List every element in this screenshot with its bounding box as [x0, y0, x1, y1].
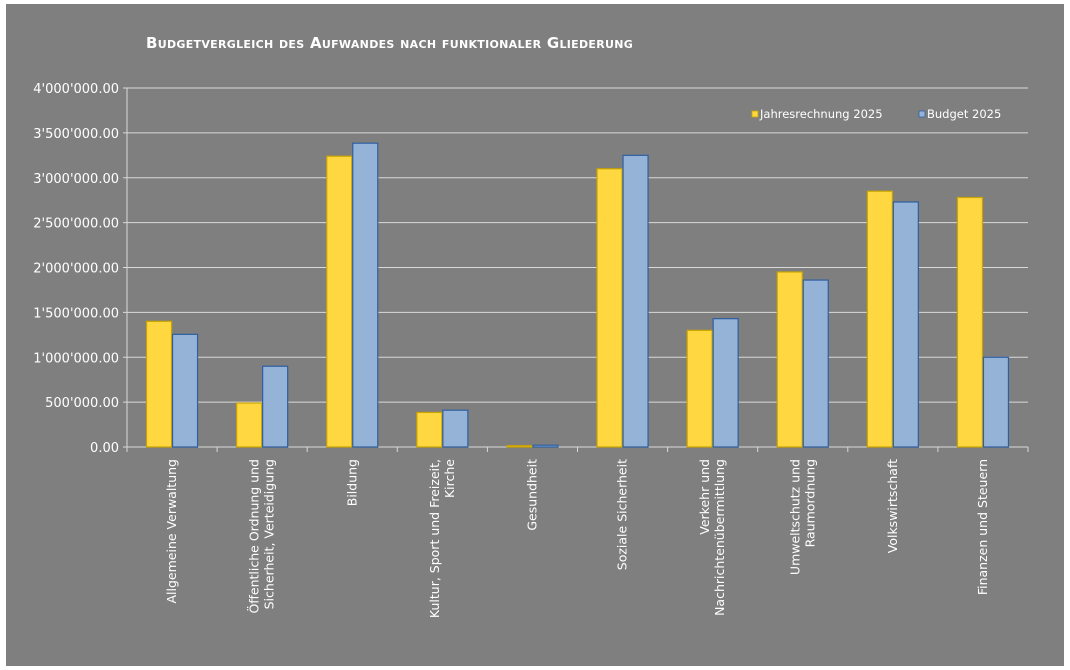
bar-budget-2025: [892, 201, 919, 448]
y-tick-label: 500'000.00: [45, 396, 119, 411]
x-category-label: Bildung: [344, 459, 359, 506]
bar-budget-2025: [442, 409, 469, 448]
bar-jahresrechnung-2025: [326, 155, 353, 448]
chart-title: Budgetvergleich des Aufwandes nach funkt…: [146, 34, 634, 52]
bar-budget-2025: [532, 444, 559, 448]
bar-chart: 0.00 500'000.00 1'000'000.00 1'500'000.00 2'…: [33, 82, 1029, 618]
legend-label-budget: Budget 2025: [927, 107, 1001, 121]
x-category-label: Kirche: [442, 459, 457, 498]
bar-jahresrechnung-2025: [686, 329, 713, 448]
legend-label-jahresrechnung: Jahresrechnung 2025: [759, 107, 883, 121]
bar-jahresrechnung-2025: [596, 168, 623, 448]
bar-budget-2025: [262, 365, 289, 448]
x-category-label: Sicherheit, Verteidigung: [262, 459, 277, 609]
legend-swatch-jahresrechnung: [751, 110, 759, 118]
y-tick-label: 4'000'000.00: [33, 82, 119, 97]
bar-budget-2025: [712, 318, 739, 448]
bar-budget-2025: [171, 333, 199, 448]
x-category-label: Soziale Sicherheit: [615, 459, 630, 570]
x-category-label: Finanzen und Steuern: [975, 459, 990, 595]
chart-area: Budgetvergleich des Aufwandes nach funkt…: [6, 4, 1064, 666]
x-category-label: Verkehr und: [697, 459, 712, 535]
y-tick-label: 3'500'000.00: [33, 127, 119, 142]
y-tick-label: 2'500'000.00: [33, 217, 119, 232]
bar-budget-2025: [622, 154, 649, 448]
y-tick-label: 1'000'000.00: [33, 351, 119, 366]
x-category-label: Gesundheit: [524, 459, 539, 531]
bar-jahresrechnung-2025: [866, 190, 893, 448]
x-category-label: Kultur, Sport und Freizeit,: [427, 459, 442, 618]
x-category-label: Allgemeine Verwaltung: [164, 459, 179, 604]
bar-jahresrechnung-2025: [416, 411, 443, 448]
y-tick-label: 3'000'000.00: [33, 172, 119, 187]
x-category-label: Umweltschutz und: [787, 459, 802, 575]
bar-jahresrechnung-2025: [236, 402, 263, 448]
bar-jahresrechnung-2025: [956, 196, 984, 448]
x-category-label: Öffentliche Ordnung und: [246, 459, 262, 614]
bar-jahresrechnung-2025: [506, 445, 533, 448]
y-tick-label: 0.00: [90, 441, 119, 456]
bar-budget-2025: [802, 279, 829, 448]
bar-budget-2025: [352, 142, 379, 448]
y-tick-label: 2'000'000.00: [33, 262, 119, 277]
x-category-label: Nachrichtenübermittlung: [712, 459, 727, 616]
x-category-label: Volkswirtschaft: [885, 459, 900, 553]
bar-jahresrechnung-2025: [776, 271, 803, 448]
legend-swatch-budget: [918, 110, 926, 118]
y-tick-label: 1'500'000.00: [33, 306, 119, 321]
x-category-label: Raumordnung: [802, 459, 817, 547]
bar-jahresrechnung-2025: [145, 320, 173, 448]
bar-budget-2025: [982, 356, 1010, 448]
